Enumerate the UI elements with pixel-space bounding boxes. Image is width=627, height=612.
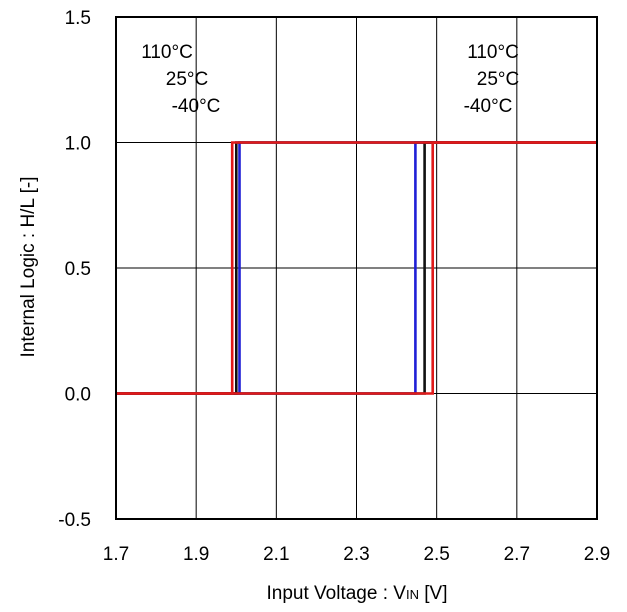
- x-tick-label: 1.7: [103, 544, 129, 565]
- series-lines: [116, 141, 597, 395]
- annotation-right: 25°C: [477, 69, 519, 90]
- grid-lines: [116, 17, 597, 519]
- x-axis-label: Input Voltage : VIN [V]: [267, 583, 448, 604]
- annotation-right: -40°C: [464, 96, 513, 117]
- y-axis-label: Internal Logic : H/L [-]: [18, 177, 39, 358]
- x-axis-label-sub: IN: [406, 587, 419, 602]
- series-line: [116, 141, 597, 395]
- annotation-left: 110°C: [141, 42, 193, 63]
- annotation-right: 110°C: [467, 42, 519, 63]
- temperature-annotations: 110°C 25°C -40°C 110°C 25°C -40°C: [141, 42, 519, 117]
- x-axis-label-unit: [V]: [419, 583, 448, 604]
- x-tick-label: 2.7: [504, 544, 530, 565]
- y-tick-label: 0.5: [65, 259, 91, 280]
- x-tick-label: 2.5: [423, 544, 449, 565]
- y-tick-label: -0.5: [58, 510, 91, 531]
- x-tick-label: 2.3: [343, 544, 369, 565]
- tick-labels: 1.7 1.9 2.1 2.3 2.5 2.7 2.9 1.5 1.0 0.5 0.0 -0.5: [58, 8, 610, 565]
- x-tick-label: 1.9: [183, 544, 209, 565]
- y-tick-label: 0.0: [65, 385, 91, 406]
- y-tick-label: 1.0: [65, 134, 91, 155]
- plot-frame: [115, 16, 598, 520]
- x-tick-label: 2.9: [584, 544, 610, 565]
- annotation-left: -40°C: [172, 96, 221, 117]
- x-axis-label-main: Input Voltage : V: [267, 583, 407, 604]
- x-tick-label: 2.1: [263, 544, 289, 565]
- annotation-left: 25°C: [166, 69, 208, 90]
- y-tick-label: 1.5: [65, 8, 91, 29]
